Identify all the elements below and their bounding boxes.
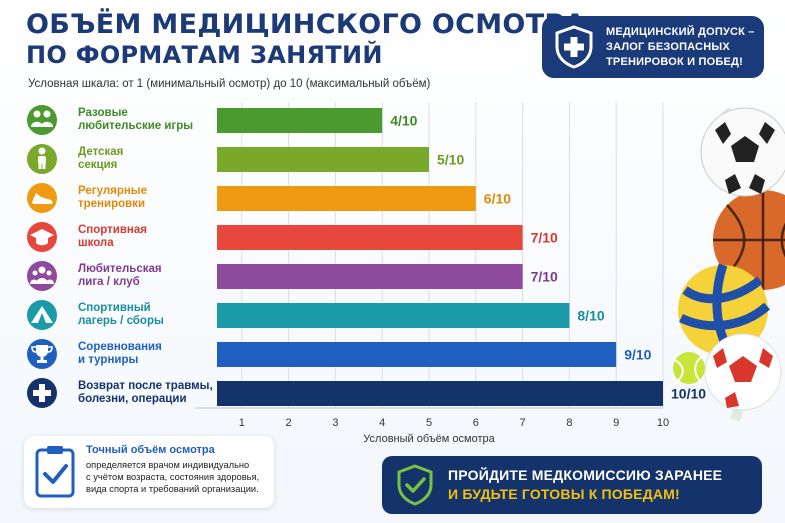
cta-line-1: ПРОЙДИТЕ МЕДКОМИССИЮ ЗАРАНЕЕ [448, 467, 723, 483]
bar [217, 225, 523, 250]
x-tick-label: 9 [613, 417, 619, 429]
bar-value-label: 10/10 [671, 386, 706, 402]
x-tick-label: 6 [473, 417, 479, 429]
call-to-action-banner: ПРОЙДИТЕ МЕДКОМИССИЮ ЗАРАНЕЕ И БУДЬТЕ ГО… [382, 456, 762, 514]
badge-line-2: ЗАЛОГ БЕЗОПАСНЫХ [606, 40, 730, 53]
tent-icon [27, 300, 57, 330]
category-label-line: Разовые [78, 107, 128, 119]
medical-cross-icon [27, 378, 57, 408]
category-label-line: любительские игры [78, 120, 194, 132]
category-label: Любительская лига / клуб [78, 263, 213, 289]
category-label-line: лагерь / сборы [78, 315, 164, 327]
category-label-line: Спортивный [78, 302, 151, 314]
bar [217, 147, 429, 172]
medical-admission-badge: МЕДИЦИНСКИЙ ДОПУСК – ЗАЛОГ БЕЗОПАСНЫХ ТР… [542, 16, 764, 78]
x-tick-label: 8 [566, 417, 572, 429]
bar-value-label: 8/10 [577, 308, 604, 324]
note-body: определяется врачом индивидуально с учёт… [86, 459, 271, 495]
trophy-icon [27, 339, 57, 369]
note-line-1: определяется врачом индивидуально [86, 460, 250, 470]
bar [217, 264, 523, 289]
bar [217, 381, 663, 406]
bar-value-label: 4/10 [390, 113, 417, 129]
category-label: Соревнования и турниры [78, 341, 213, 367]
category-label-line: лига / клуб [78, 276, 140, 288]
sneaker-icon [27, 183, 57, 213]
note-line-2: с учётом возраста, состояния здоровья, [86, 472, 260, 482]
bar [217, 186, 476, 211]
category-label-line: секция [78, 159, 118, 171]
category-label-line: тренировки [78, 198, 146, 210]
x-tick-label: 3 [332, 417, 338, 429]
bar [217, 108, 383, 133]
category-label-line: Детская [78, 146, 124, 158]
category-label-line: и турниры [78, 354, 139, 366]
bar-value-label: 9/10 [624, 347, 651, 363]
category-label-line: Спортивная [78, 224, 147, 236]
shield-check-icon [397, 464, 433, 506]
bar [217, 342, 617, 367]
x-tick-label: 10 [657, 417, 669, 429]
x-tick-label: 7 [520, 417, 526, 429]
category-label: Регулярные тренировки [78, 185, 213, 211]
people-icon [27, 105, 57, 135]
team-icon [27, 261, 57, 291]
title-line-1: ОБЪЁМ МЕДИЦИНСКОГО ОСМОТРА [26, 9, 586, 40]
bar [217, 303, 570, 328]
volleyball-icon [678, 263, 771, 357]
bar-value-label: 7/10 [531, 230, 558, 246]
x-tick-label: 2 [286, 417, 292, 429]
sports-balls-decoration [673, 106, 785, 422]
x-tick-label: 5 [426, 417, 432, 429]
category-label: Спортивная школа [78, 224, 213, 250]
cta-line-2: И БУДЬТЕ ГОТОВЫ К ПОБЕДАМ! [448, 486, 680, 502]
category-label-line: школа [78, 237, 114, 249]
category-label: Разовые любительские игры [78, 107, 213, 133]
exam-note-card: Точный объём осмотра определяется врачом… [24, 436, 274, 508]
handball-icon [704, 333, 782, 411]
x-tick-label: 4 [379, 417, 385, 429]
soccer-ball-icon [700, 107, 785, 197]
x-axis-label: Условный объём осмотра [363, 433, 495, 445]
page-title: ОБЪЁМ МЕДИЦИНСКОГО ОСМОТРА ПО ФОРМАТАМ З… [26, 10, 586, 70]
graduation-cap-icon [27, 222, 57, 252]
category-label: Детская секция [78, 146, 213, 172]
bar-value-label: 7/10 [531, 269, 558, 285]
category-label-line: Соревнования [78, 341, 162, 353]
tennis-ball-icon [673, 352, 705, 384]
x-tick-label: 1 [239, 417, 245, 429]
badge-line-1: МЕДИЦИНСКИЙ ДОПУСК – [606, 25, 755, 38]
badge-line-3: ТРЕНИРОВОК И ПОБЕД! [606, 55, 743, 68]
child-icon [27, 144, 57, 174]
chart-subtitle: Условная шкала: от 1 (минимальный осмотр… [28, 78, 431, 90]
shield-cross-icon [555, 25, 593, 69]
bar-value-label: 5/10 [437, 152, 464, 168]
basketball-icon [713, 190, 785, 290]
title-line-2: ПО ФОРМАТАМ ЗАНЯТИЙ [26, 41, 383, 69]
category-label-line: болезни, операции [78, 393, 187, 405]
note-line-3: вида спорта и требований организации. [86, 484, 259, 494]
clipboard-check-icon [35, 446, 75, 498]
category-label-line: Любительская [78, 263, 162, 275]
note-title: Точный объём осмотра [86, 444, 215, 456]
bar-value-label: 6/10 [484, 191, 511, 207]
category-label: Возврат после травмы, болезни, операции [78, 380, 213, 406]
category-label-line: Возврат после травмы, [78, 380, 213, 392]
category-label-line: Регулярные [78, 185, 148, 197]
category-label: Спортивный лагерь / сборы [78, 302, 213, 328]
